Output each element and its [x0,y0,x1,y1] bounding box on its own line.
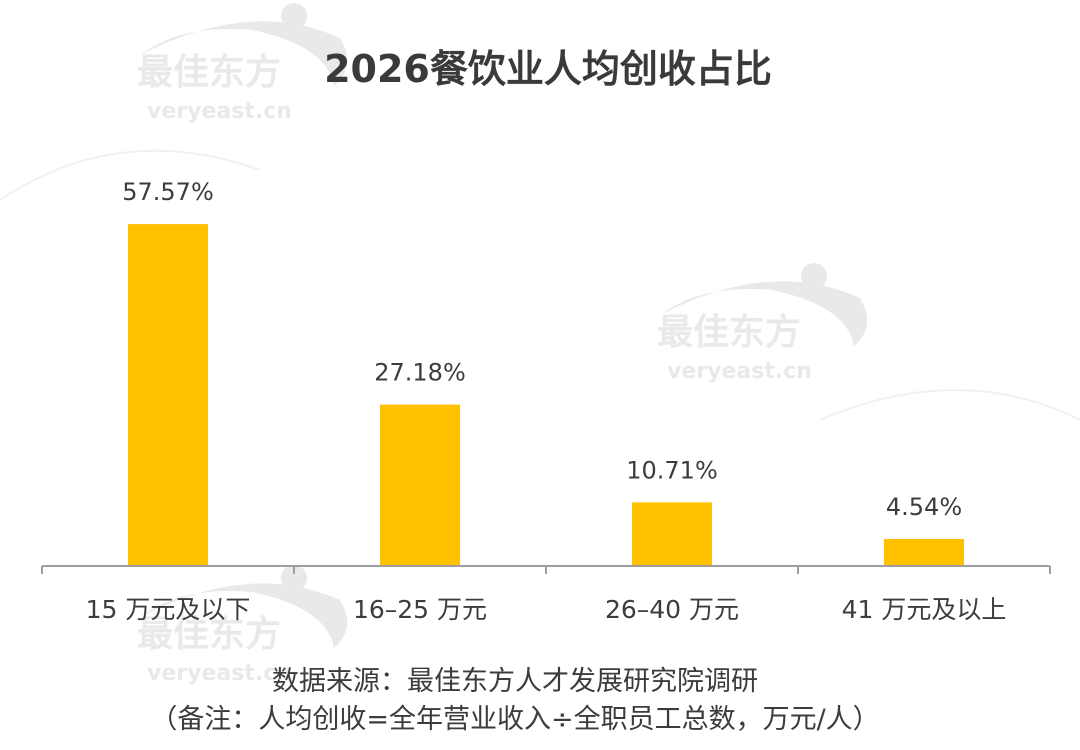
watermark-swoosh-icon [142,21,348,86]
bar-value-label: 27.18% [374,359,466,387]
watermark-site: veryeast.cn [147,99,292,124]
value-labels-group: 57.57% 27.18% 10.71% 4.54% [122,178,962,521]
watermark-arc [0,149,261,201]
remark-note: （备注：人均创收=全年营业收入÷全职员工总数，万元/人） [150,704,879,735]
watermark-dot-icon [801,263,827,289]
watermark-dot-icon [281,3,307,29]
data-source-note: 数据来源：最佳东方人才发展研究院调研 [272,666,758,697]
bar-value-label: 4.54% [886,493,962,521]
watermark-layer: 最佳东方 veryeast.cn 最佳东方 veryeast.cn 最佳东方 veryea… [0,3,1080,686]
bar [632,502,712,566]
watermark-logo: 最佳东方 veryeast.cn [137,3,348,124]
watermark-dot-icon [281,565,307,591]
x-axis [41,565,1051,574]
bars-group [128,224,964,566]
watermark-swoosh-icon [662,281,868,346]
bar [128,224,208,566]
chart-title: 2026餐饮业人均创收占比 [324,47,772,91]
watermark-arc [819,389,1080,421]
watermark-site: veryeast.cn [147,661,292,686]
watermark-logo: 最佳东方 veryeast.cn [657,263,868,384]
watermark-logo: 最佳东方 veryeast.cn [137,565,348,686]
bar [380,404,460,566]
x-tick-label: 16–25 万元 [353,595,487,624]
x-tick-label: 41 万元及以上 [842,595,1007,624]
watermark-brand: 最佳东方 [137,52,281,93]
watermark-brand: 最佳东方 [137,614,281,655]
bar-value-label: 10.71% [626,456,718,484]
bar-value-label: 57.57% [122,178,214,206]
bar [884,539,964,566]
x-tick-label: 15 万元及以下 [86,595,251,624]
x-tick-labels-group: 15 万元及以下 16–25 万元 26–40 万元 41 万元及以上 [86,595,1007,624]
x-tick-label: 26–40 万元 [605,595,739,624]
watermark-swoosh-icon [142,583,348,648]
watermark-brand: 最佳东方 [657,312,801,353]
watermark-site: veryeast.cn [667,359,812,384]
